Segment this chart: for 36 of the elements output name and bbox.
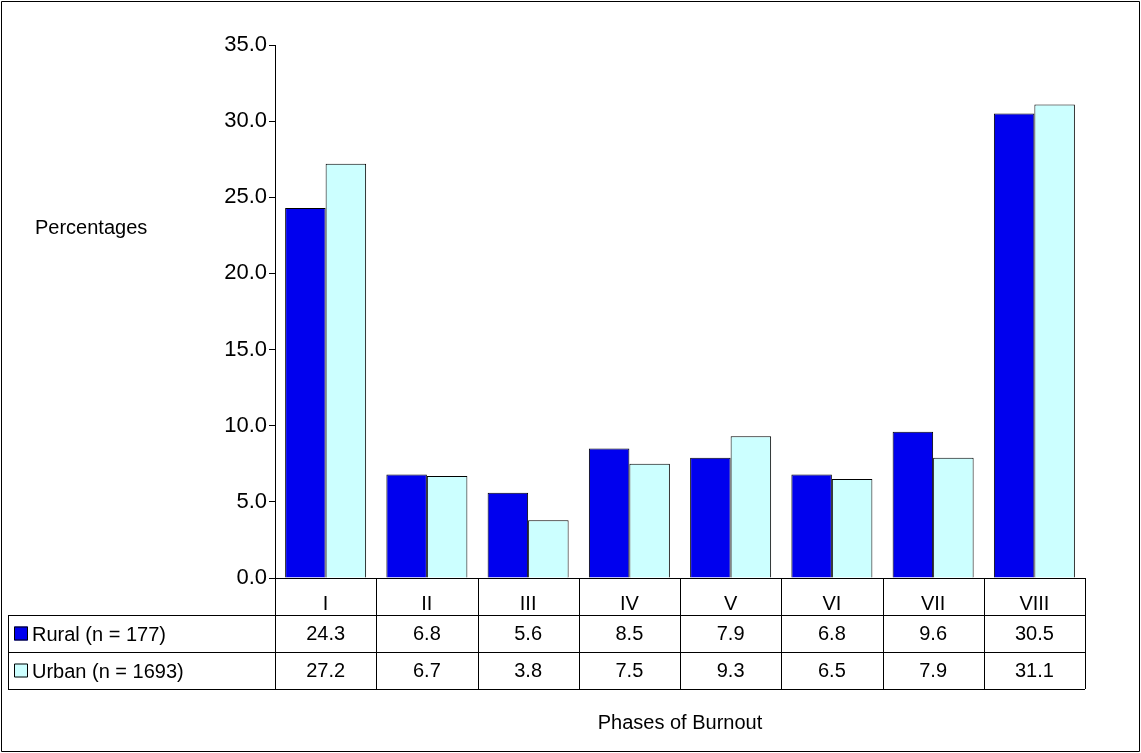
data-label: 9.6: [919, 622, 948, 645]
x-tick-label: I: [322, 591, 329, 614]
x-axis-title: Phases of Burnout: [597, 710, 763, 733]
x-tick-label: III: [519, 591, 537, 614]
data-label: 7.5: [615, 659, 644, 682]
data-label: 6.8: [412, 622, 441, 645]
data-label: 7.9: [919, 659, 948, 682]
data-label: 6.7: [412, 659, 441, 682]
data-label: 9.3: [716, 659, 745, 682]
data-label: 24.3: [306, 622, 346, 645]
y-tick-label: 25.0: [224, 183, 267, 209]
y-tick-label: 0.0: [236, 564, 267, 590]
data-label: 27.2: [306, 659, 346, 682]
x-tick-label: V: [723, 591, 738, 614]
data-label: 7.9: [716, 622, 745, 645]
data-label: 3.8: [514, 659, 543, 682]
y-tick-label: 10.0: [224, 411, 267, 437]
x-tick-label: VII: [920, 591, 946, 614]
x-tick-label: II: [421, 591, 433, 614]
data-label: 31.1: [1014, 659, 1054, 682]
x-tick-label: VI: [822, 591, 842, 614]
y-tick-label: 20.0: [224, 259, 267, 285]
data-label: 6.5: [817, 659, 846, 682]
legend-label: Rural (n = 177): [32, 623, 166, 646]
legend-label: Urban (n = 1693): [32, 660, 184, 683]
data-label: 6.8: [817, 622, 846, 645]
x-tick-label: IV: [619, 591, 640, 614]
y-axis-title: Percentages: [35, 216, 148, 239]
x-tick-label: VIII: [1019, 591, 1050, 614]
y-tick-label: 15.0: [224, 335, 267, 361]
y-tick-label: 30.0: [224, 107, 267, 133]
y-tick-label: 35.0: [224, 31, 267, 57]
data-label: 5.6: [514, 622, 543, 645]
y-tick-label: 5.0: [236, 487, 267, 513]
data-label: 30.5: [1014, 622, 1054, 645]
data-label: 8.5: [615, 622, 644, 645]
